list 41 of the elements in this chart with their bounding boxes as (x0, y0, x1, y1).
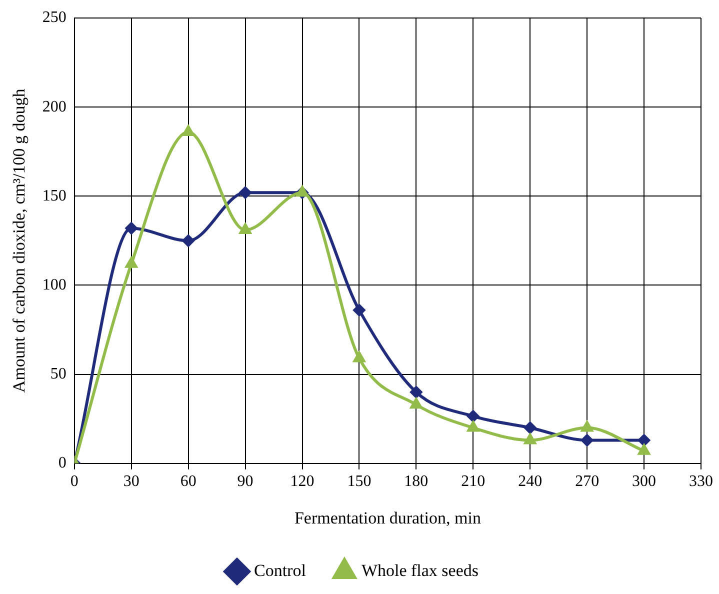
point (182, 126, 194, 136)
x-tick-label: 330 (689, 473, 713, 490)
y-tick-label: 150 (42, 187, 66, 204)
y-tick-label: 50 (50, 366, 66, 383)
y-tick-label: 200 (42, 98, 66, 116)
point (410, 386, 422, 398)
point (126, 257, 138, 268)
x-tick-label: 90 (237, 473, 254, 490)
point (581, 421, 593, 432)
point (524, 422, 536, 434)
point (239, 186, 252, 199)
legend-label: Whole flax seeds (361, 560, 479, 580)
point (638, 434, 650, 446)
point (638, 444, 650, 455)
point (524, 434, 536, 444)
x-tick-label: 210 (461, 473, 486, 490)
x-tick-label: 180 (404, 473, 428, 490)
point (581, 434, 594, 446)
point (182, 234, 194, 247)
x-tick-label: 150 (347, 473, 372, 490)
y-axis-title: Amount of carbon dioxide, cm³/100 g dough (10, 88, 29, 393)
point (239, 224, 252, 234)
y-tick-label: 100 (42, 276, 66, 294)
point (467, 421, 479, 432)
point (410, 398, 422, 409)
point (467, 410, 480, 422)
x-tick-label: 270 (575, 473, 600, 490)
x-tick-label: 60 (180, 473, 196, 490)
x-tick-label: 120 (290, 473, 314, 490)
legend-label: Control (254, 560, 306, 580)
x-tick-label: 30 (123, 473, 140, 490)
x-tick-label: 240 (518, 473, 542, 490)
point (353, 352, 366, 362)
point (353, 304, 366, 316)
x-axis-title: Fermentation duration, min (294, 508, 482, 528)
x-tick-label: 300 (632, 473, 656, 490)
x-tick-label: 0 (70, 473, 78, 490)
point (296, 186, 308, 197)
y-tick-label: 250 (42, 9, 66, 26)
point (125, 222, 138, 234)
y-tick-label: 0 (58, 454, 66, 472)
